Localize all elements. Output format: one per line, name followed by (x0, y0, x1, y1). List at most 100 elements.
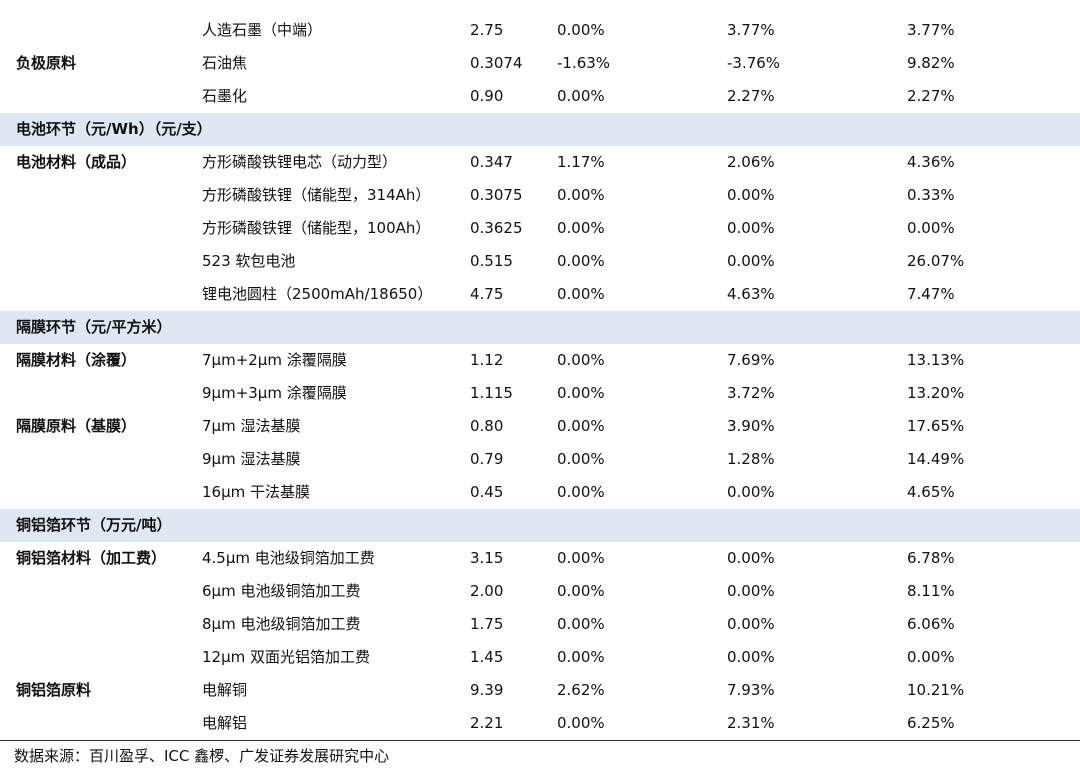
change-ytd-cell: 0.00% (907, 219, 955, 237)
change-month-cell: -3.76% (727, 54, 781, 72)
category-cell: 负极原料 (16, 54, 77, 72)
category-cell: 铜铝箔原料 (16, 681, 92, 699)
item-name-cell: 方形磷酸铁锂电芯（动力型） (202, 153, 398, 171)
price-cell: 1.45 (470, 648, 504, 666)
item-name-cell: 9μm+3μm 涂覆隔膜 (202, 384, 347, 402)
item-name-cell: 石墨化 (202, 87, 248, 105)
section-label: 铜铝箔环节（万元/吨） (16, 516, 172, 534)
price-cell: 1.12 (470, 351, 504, 369)
table-row: 6μm 电池级铜箔加工费 2.00 0.00% 0.00% 8.11% (0, 575, 1080, 608)
price-cell: 0.347 (470, 153, 513, 171)
change-ytd-cell: 9.82% (907, 54, 955, 72)
change-week-cell: 0.00% (557, 417, 605, 435)
change-month-cell: 1.28% (727, 450, 775, 468)
table-row: 负极原料 石油焦 0.3074 -1.63% -3.76% 9.82% (0, 47, 1080, 80)
item-name-cell: 4.5μm 电池级铜箔加工费 (202, 549, 375, 567)
change-week-cell: 0.00% (557, 351, 605, 369)
category-cell: 隔膜原料（基膜） (16, 417, 137, 435)
table-row: 9μm+3μm 涂覆隔膜 1.115 0.00% 3.72% 13.20% (0, 377, 1080, 410)
price-cell: 0.3074 (470, 54, 523, 72)
table-row: 人造石墨（中端） 2.75 0.00% 3.77% 3.77% (0, 14, 1080, 47)
change-month-cell: 3.72% (727, 384, 775, 402)
price-cell: 9.39 (470, 681, 504, 699)
item-name-cell: 8μm 电池级铜箔加工费 (202, 615, 361, 633)
change-month-cell: 0.00% (727, 582, 775, 600)
table-row: 隔膜原料（基膜） 7μm 湿法基膜 0.80 0.00% 3.90% 17.65% (0, 410, 1080, 443)
change-week-cell: 0.00% (557, 450, 605, 468)
table-row: 隔膜材料（涂覆） 7μm+2μm 涂覆隔膜 1.12 0.00% 7.69% 13.13% (0, 344, 1080, 377)
change-ytd-cell: 13.20% (907, 384, 965, 402)
change-month-cell: 0.00% (727, 483, 775, 501)
change-ytd-cell: 8.11% (907, 582, 955, 600)
change-week-cell: 0.00% (557, 87, 605, 105)
change-month-cell: 0.00% (727, 219, 775, 237)
table-row: 电解铝 2.21 0.00% 2.31% 6.25% (0, 707, 1080, 740)
change-ytd-cell: 17.65% (907, 417, 965, 435)
item-name-cell: 7μm+2μm 涂覆隔膜 (202, 351, 347, 369)
change-week-cell: 0.00% (557, 21, 605, 39)
change-week-cell: 0.00% (557, 648, 605, 666)
change-month-cell: 2.31% (727, 714, 775, 732)
item-name-cell: 523 软包电池 (202, 252, 296, 270)
price-cell: 1.75 (470, 615, 504, 633)
change-week-cell: 0.00% (557, 714, 605, 732)
price-cell: 0.90 (470, 87, 504, 105)
price-cell: 1.115 (470, 384, 513, 402)
change-ytd-cell: 26.07% (907, 252, 965, 270)
category-cell: 电池材料（成品） (16, 153, 137, 171)
change-month-cell: 4.63% (727, 285, 775, 303)
change-week-cell: 2.62% (557, 681, 605, 699)
change-month-cell: 3.90% (727, 417, 775, 435)
change-week-cell: 0.00% (557, 582, 605, 600)
table-row: 铜铝箔原料 电解铜 9.39 2.62% 7.93% 10.21% (0, 674, 1080, 707)
section-header: 铜铝箔环节（万元/吨） (0, 509, 1080, 542)
table-row: 12μm 双面光铝箔加工费 1.45 0.00% 0.00% 0.00% (0, 641, 1080, 674)
change-ytd-cell: 2.27% (907, 87, 955, 105)
price-cell: 0.3625 (470, 219, 523, 237)
price-cell: 2.21 (470, 714, 504, 732)
price-cell: 0.79 (470, 450, 504, 468)
change-ytd-cell: 0.33% (907, 186, 955, 204)
section-label: 隔膜环节（元/平方米） (16, 318, 172, 336)
item-name-cell: 电解铜 (202, 681, 248, 699)
change-month-cell: 2.06% (727, 153, 775, 171)
change-ytd-cell: 4.36% (907, 153, 955, 171)
change-ytd-cell: 10.21% (907, 681, 965, 699)
change-month-cell: 0.00% (727, 615, 775, 633)
item-name-cell: 6μm 电池级铜箔加工费 (202, 582, 361, 600)
table-row: 锂电池圆柱（2500mAh/18650） 4.75 0.00% 4.63% 7.47% (0, 278, 1080, 311)
bottom-rule (0, 740, 1080, 741)
item-name-cell: 9μm 湿法基膜 (202, 450, 301, 468)
price-cell: 0.45 (470, 483, 504, 501)
change-ytd-cell: 6.06% (907, 615, 955, 633)
item-name-cell: 电解铝 (202, 714, 248, 732)
table-row: 8μm 电池级铜箔加工费 1.75 0.00% 0.00% 6.06% (0, 608, 1080, 641)
table-row: 523 软包电池 0.515 0.00% 0.00% 26.07% (0, 245, 1080, 278)
change-week-cell: 0.00% (557, 285, 605, 303)
price-cell: 0.3075 (470, 186, 523, 204)
change-week-cell: -1.63% (557, 54, 611, 72)
table-row: 16μm 干法基膜 0.45 0.00% 0.00% 4.65% (0, 476, 1080, 509)
item-name-cell: 锂电池圆柱（2500mAh/18650） (202, 285, 433, 303)
item-name-cell: 方形磷酸铁锂（储能型，100Ah） (202, 219, 431, 237)
item-name-cell: 12μm 双面光铝箔加工费 (202, 648, 371, 666)
table-row: 方形磷酸铁锂（储能型，100Ah） 0.3625 0.00% 0.00% 0.00% (0, 212, 1080, 245)
table-row: 电池材料（成品） 方形磷酸铁锂电芯（动力型） 0.347 1.17% 2.06% 4.36… (0, 146, 1080, 179)
change-ytd-cell: 14.49% (907, 450, 965, 468)
change-ytd-cell: 4.65% (907, 483, 955, 501)
change-month-cell: 0.00% (727, 186, 775, 204)
item-name-cell: 方形磷酸铁锂（储能型，314Ah） (202, 186, 431, 204)
change-week-cell: 1.17% (557, 153, 605, 171)
change-week-cell: 0.00% (557, 384, 605, 402)
change-week-cell: 0.00% (557, 549, 605, 567)
price-cell: 2.00 (470, 582, 504, 600)
change-month-cell: 3.77% (727, 21, 775, 39)
source-note: 数据来源：百川盈孚、ICC 鑫椤、广发证券发展研究中心 (14, 747, 390, 765)
category-cell: 铜铝箔材料（加工费） (16, 549, 167, 567)
change-ytd-cell: 7.47% (907, 285, 955, 303)
change-ytd-cell: 13.13% (907, 351, 965, 369)
section-header: 电池环节（元/Wh）（元/支） (0, 113, 1080, 146)
item-name-cell: 石油焦 (202, 54, 248, 72)
section-header: 隔膜环节（元/平方米） (0, 311, 1080, 344)
price-cell: 2.75 (470, 21, 504, 39)
